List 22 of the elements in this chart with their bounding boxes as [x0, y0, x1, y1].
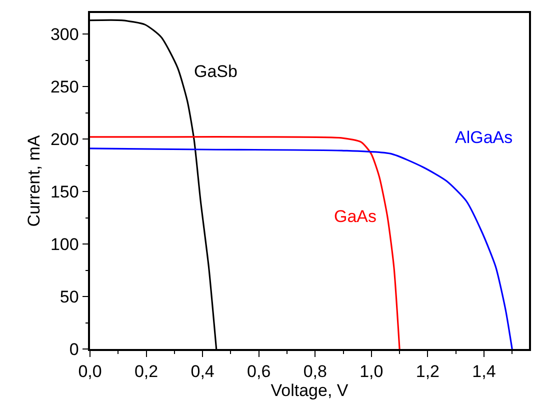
- x-tick-label: 0,8: [303, 362, 327, 382]
- x-tick-label: 0,4: [190, 362, 214, 382]
- y-tick-label: 0: [69, 340, 79, 359]
- x-axis-title: Voltage, V: [270, 381, 349, 400]
- x-tick-label: 0,2: [134, 362, 158, 382]
- y-tick-label: 50: [60, 287, 79, 306]
- line-series: [90, 148, 513, 349]
- y-tick-label: 200: [50, 130, 79, 149]
- x-tick-label: 0,6: [247, 362, 271, 382]
- series-label: GaAs: [334, 207, 377, 226]
- y-tick-label: 300: [50, 24, 79, 44]
- y-tick-label: 250: [50, 77, 79, 96]
- x-tick-label: 1,4: [472, 362, 496, 382]
- series-label: AlGaAs: [455, 128, 513, 147]
- x-tick-label: 1,2: [416, 362, 440, 382]
- x-tick-label: 1,0: [360, 362, 384, 382]
- y-axis-title: Current, mA: [24, 134, 44, 227]
- x-tick-label: 0,0: [78, 362, 102, 382]
- y-tick-label: 150: [50, 182, 79, 202]
- y-tick-label: 100: [50, 234, 79, 254]
- line-series: [90, 136, 400, 349]
- series-label: GaSb: [194, 62, 238, 81]
